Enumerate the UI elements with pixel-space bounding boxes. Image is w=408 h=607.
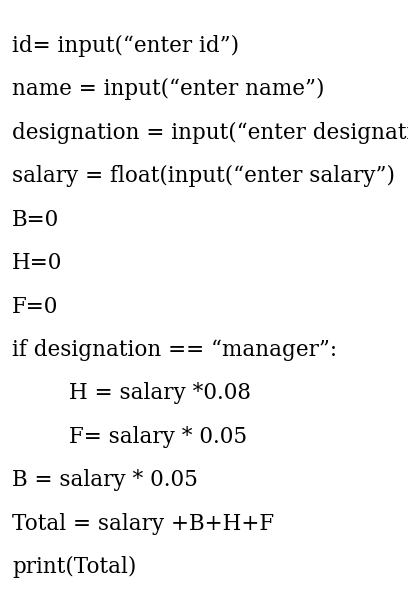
Text: if designation == “manager”:: if designation == “manager”: bbox=[12, 339, 337, 361]
Text: F=0: F=0 bbox=[12, 296, 59, 317]
Text: H = salary *0.08: H = salary *0.08 bbox=[69, 382, 251, 404]
Text: print(Total): print(Total) bbox=[12, 556, 137, 578]
Text: id= input(“enter id”): id= input(“enter id”) bbox=[12, 35, 239, 57]
Text: name = input(“enter name”): name = input(“enter name”) bbox=[12, 78, 325, 101]
Text: salary = float(input(“enter salary”): salary = float(input(“enter salary”) bbox=[12, 165, 395, 188]
Text: B = salary * 0.05: B = salary * 0.05 bbox=[12, 469, 198, 491]
Text: H=0: H=0 bbox=[12, 252, 62, 274]
Text: F= salary * 0.05: F= salary * 0.05 bbox=[69, 426, 248, 448]
Text: B=0: B=0 bbox=[12, 209, 60, 231]
Text: Total = salary +B+H+F: Total = salary +B+H+F bbox=[12, 513, 274, 535]
Text: designation = input(“enter designation”): designation = input(“enter designation”) bbox=[12, 122, 408, 144]
